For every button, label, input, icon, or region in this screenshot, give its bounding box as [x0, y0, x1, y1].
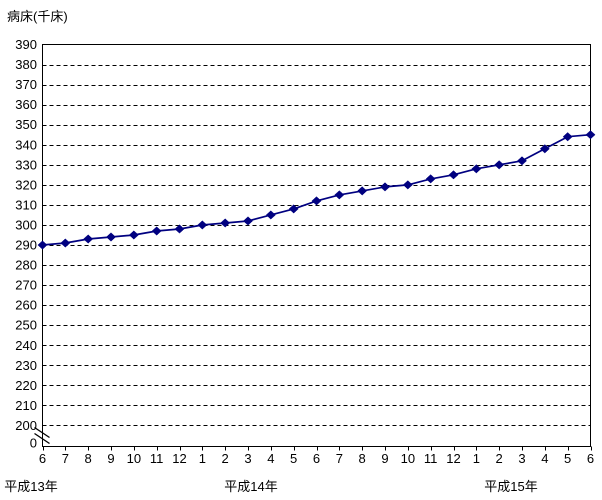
- y-axis-title: 病床(千床): [7, 9, 68, 24]
- x-axis-month-label: 10: [127, 451, 141, 466]
- data-point-marker: [83, 234, 94, 244]
- x-axis-month-label: 8: [359, 451, 366, 466]
- y-axis-label: 350: [15, 117, 37, 132]
- x-axis-month-label: 1: [199, 451, 206, 466]
- y-axis-label: 200: [15, 418, 37, 433]
- data-point-marker: [60, 238, 71, 248]
- x-axis-month-label: 12: [446, 451, 460, 466]
- data-point-marker: [380, 182, 390, 192]
- data-point-marker: [562, 132, 573, 142]
- data-point-marker: [37, 240, 48, 250]
- y-axis-label: 290: [15, 238, 37, 253]
- data-point-marker: [128, 230, 139, 240]
- data-point-marker: [425, 174, 436, 184]
- x-axis-month-label: 6: [39, 451, 46, 466]
- y-axis-label: 270: [15, 278, 37, 293]
- x-axis-month-label: 7: [336, 451, 343, 466]
- x-axis-month-label: 9: [107, 451, 114, 466]
- x-axis-month-label: 11: [150, 451, 164, 466]
- data-point-marker: [517, 156, 527, 166]
- x-axis-month-label: 3: [518, 451, 525, 466]
- y-axis-label: 370: [15, 77, 37, 92]
- data-point-marker: [539, 144, 550, 154]
- y-axis-label: 360: [15, 97, 37, 112]
- y-axis-label: 310: [15, 197, 37, 212]
- y-axis-label: 250: [15, 318, 37, 333]
- y-axis-label: 330: [15, 157, 37, 172]
- axis-break-icon: [34, 432, 50, 445]
- data-point-marker: [174, 224, 185, 234]
- y-axis-label: 230: [15, 358, 37, 373]
- x-axis-year-label: 平成14年: [224, 479, 277, 494]
- x-axis-month-label: 5: [290, 451, 297, 466]
- data-point-marker: [357, 186, 368, 196]
- x-axis-month-label: 9: [381, 451, 388, 466]
- data-point-marker: [220, 218, 231, 228]
- y-axis-label: 280: [15, 258, 37, 273]
- data-point-marker: [151, 226, 162, 236]
- x-axis-month-label: 8: [85, 451, 92, 466]
- x-axis-month-label: 2: [496, 451, 503, 466]
- y-axis-zero-label: 0: [30, 436, 37, 451]
- x-axis-month-label: 1: [473, 451, 480, 466]
- y-axis-label: 220: [15, 378, 37, 393]
- data-point-marker: [288, 204, 299, 214]
- x-axis-month-label: 5: [564, 451, 571, 466]
- x-axis-month-label: 11: [424, 451, 438, 466]
- data-point-marker: [243, 216, 253, 226]
- x-axis-month-label: 2: [222, 451, 229, 466]
- data-point-marker: [471, 164, 482, 174]
- y-axis-label: 340: [15, 137, 37, 152]
- x-axis-month-label: 6: [313, 451, 320, 466]
- x-axis-month-label: 4: [267, 451, 274, 466]
- data-point-marker: [311, 196, 322, 206]
- y-axis-label: 300: [15, 217, 37, 232]
- data-line: [42, 133, 591, 246]
- data-point-marker: [585, 130, 596, 140]
- data-point-marker: [402, 180, 413, 190]
- data-point-marker: [265, 210, 276, 220]
- y-axis-label: 240: [15, 338, 37, 353]
- x-axis-year-label: 平成13年: [4, 479, 57, 494]
- data-point-marker: [494, 160, 505, 170]
- data-point-marker: [106, 232, 116, 242]
- y-axis-label: 320: [15, 177, 37, 192]
- y-axis-label: 390: [15, 37, 37, 52]
- y-axis-label: 380: [15, 57, 37, 72]
- data-point-marker: [448, 170, 459, 180]
- x-axis-year-label: 平成15年: [484, 479, 537, 494]
- data-point-marker: [334, 190, 345, 200]
- x-axis-month-label: 6: [587, 451, 594, 466]
- x-axis-month-label: 4: [541, 451, 548, 466]
- x-axis-month-label: 3: [244, 451, 251, 466]
- y-axis-label: 210: [15, 398, 37, 413]
- y-axis-label: 260: [15, 298, 37, 313]
- x-axis-month-label: 10: [401, 451, 415, 466]
- x-axis-month-label: 7: [62, 451, 69, 466]
- data-point-marker: [197, 220, 208, 230]
- axis-break-icon: [34, 426, 50, 439]
- x-axis-month-label: 12: [172, 451, 186, 466]
